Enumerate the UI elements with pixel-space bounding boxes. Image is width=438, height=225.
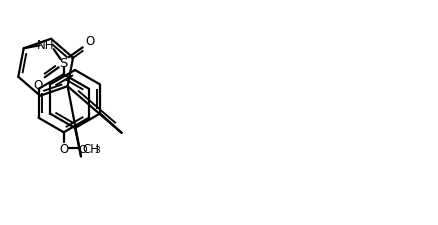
Text: CH: CH	[83, 142, 100, 155]
Text: NH: NH	[37, 39, 54, 52]
Text: 3: 3	[95, 146, 100, 155]
Text: O: O	[79, 145, 88, 155]
Text: S: S	[60, 56, 68, 70]
Text: O: O	[85, 35, 94, 47]
Text: O: O	[59, 142, 68, 155]
Text: O: O	[33, 79, 42, 91]
